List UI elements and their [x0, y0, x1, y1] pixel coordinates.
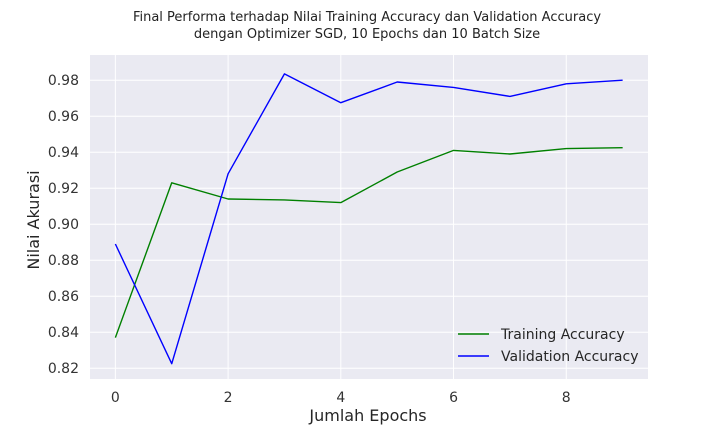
y-tick-label: 0.92 [48, 181, 79, 197]
series-lines [114, 73, 623, 365]
x-axis-ticks: 0 2 4 6 8 [111, 390, 571, 406]
x-tick-label: 0 [111, 390, 120, 406]
y-tick-label: 0.90 [48, 217, 79, 233]
y-tick-label: 0.88 [48, 253, 79, 269]
chart-subtitle: dengan Optimizer SGD, 10 Epochs dan 10 B… [194, 27, 540, 42]
y-tick-label: 0.84 [48, 325, 79, 341]
training-accuracy-line [114, 147, 623, 338]
chart-title: Final Performa terhadap Nilai Training A… [133, 10, 601, 25]
y-tick-label: 0.82 [48, 361, 79, 377]
grid-lines [90, 55, 648, 379]
validation-accuracy-line [114, 73, 623, 365]
legend-label-training: Training Accuracy [500, 327, 625, 343]
x-tick-label: 6 [449, 390, 458, 406]
y-tick-label: 0.96 [48, 109, 79, 125]
y-axis-label: Nilai Akurasi [24, 170, 43, 269]
legend: Training Accuracy Validation Accuracy [458, 327, 639, 365]
y-axis-ticks: 0.82 0.84 0.86 0.88 0.90 0.92 0.94 0.96 0.98 [48, 73, 79, 377]
y-tick-label: 0.98 [48, 73, 79, 89]
legend-label-validation: Validation Accuracy [501, 349, 639, 365]
x-tick-label: 4 [336, 390, 345, 406]
x-axis-label: Jumlah Epochs [308, 406, 426, 425]
x-tick-label: 8 [562, 390, 571, 406]
y-tick-label: 0.94 [48, 145, 79, 161]
y-tick-label: 0.86 [48, 289, 79, 305]
x-tick-label: 2 [224, 390, 233, 406]
